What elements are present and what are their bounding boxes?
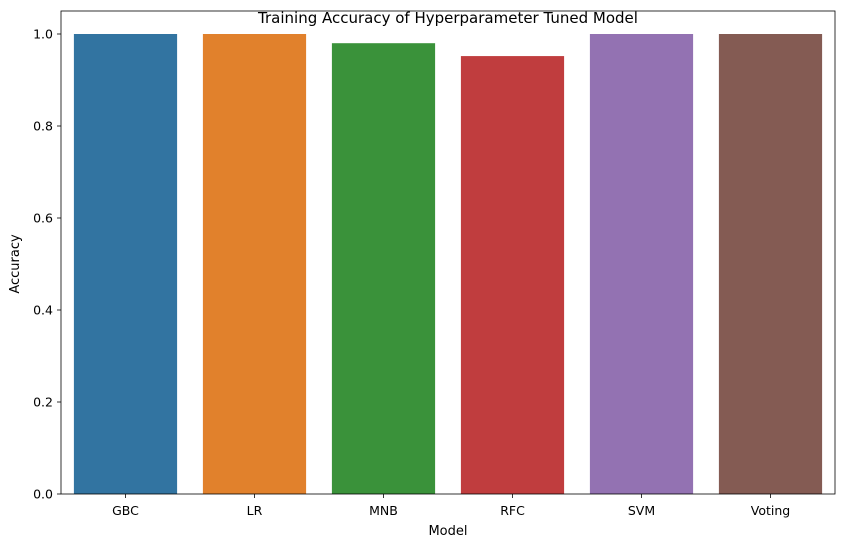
x-tick-label: MNB [369,503,398,518]
y-tick-label: 0.4 [33,303,53,318]
y-tick-label: 0.0 [33,487,53,502]
x-tick-label: RFC [500,503,525,518]
x-tick-label: Voting [751,503,790,518]
y-tick-label: 0.8 [33,119,53,134]
y-tick-label: 1.0 [33,27,53,42]
y-tick-label: 0.2 [33,395,53,410]
plot-frame [60,10,836,495]
bar-mnb [331,43,436,494]
x-tick-label: SVM [628,503,655,518]
x-tick-label: GBC [112,503,139,518]
bars-group [73,34,823,494]
y-tick-label: 0.6 [33,211,53,226]
bar-svm [589,34,694,494]
x-axis-label: Model [428,524,467,539]
y-axis-ticks: 0.0 0.2 0.4 0.6 0.8 1.0 [33,27,61,502]
bar-voting [718,34,823,494]
x-axis-ticks: GBC LR MNB RFC SVM Voting [112,494,790,518]
x-tick-label: LR [247,503,263,518]
y-axis-label: Accuracy [8,234,23,294]
chart-title: Training Accuracy of Hyperparameter Tune… [257,9,638,27]
bar-rfc [460,56,565,494]
bar-lr [202,34,307,494]
bar-gbc [73,34,178,494]
